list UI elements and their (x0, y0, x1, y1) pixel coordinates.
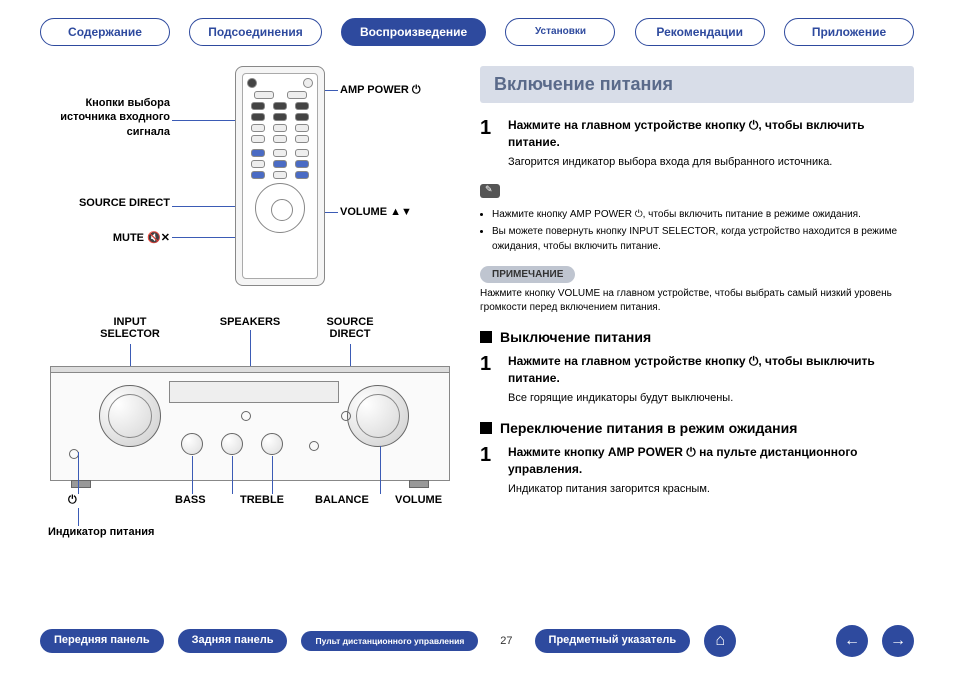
label-treble: TREBLE (240, 494, 284, 506)
label-power-glyph: ⏻ (68, 494, 77, 507)
lead-line (232, 456, 233, 494)
top-nav: Содержание Подсоединения Воспроизведение… (0, 0, 954, 46)
note-text: Нажмите кнопку VOLUME на главном устройс… (480, 287, 914, 315)
step-number: 1 (480, 353, 498, 406)
note-bullets: Нажмите кнопку AMP POWER ⏻, чтобы включи… (480, 207, 914, 254)
subsection-power-off: Выключение питания (480, 329, 914, 345)
amp-source-direct-button (341, 411, 351, 421)
step-power-on: 1 Нажмите на главном устройстве кнопку ⏻… (480, 117, 914, 170)
pencil-note-icon (480, 184, 500, 198)
lead-line (272, 456, 273, 494)
step-title: Нажмите на главном устройстве кнопку ⏻, … (508, 117, 914, 151)
lead-line (192, 456, 193, 494)
note-pill: ПРИМЕЧАНИЕ (480, 266, 575, 283)
lead-line (380, 446, 381, 494)
tab-connections[interactable]: Подсоединения (189, 18, 321, 46)
section-title: Включение питания (480, 66, 914, 103)
label-balance: BALANCE (315, 494, 369, 506)
subsection-title: Выключение питания (500, 329, 651, 345)
label-input-source-buttons: Кнопки выбора источника входного сигнала (40, 96, 170, 139)
label-amp-power: AMP POWER ⏻ (340, 84, 421, 97)
amp-speakers-button (241, 411, 251, 421)
amp-jack (309, 441, 319, 451)
step-desc: Загорится индикатор выбора входа для выб… (508, 155, 914, 170)
tab-tips[interactable]: Рекомендации (635, 18, 765, 46)
step-title: Нажмите кнопку AMP POWER ⏻ на пульте дис… (508, 444, 914, 478)
label-source-direct-amp: SOURCE DIRECT (315, 316, 385, 340)
label-volume: VOLUME ▲▼ (340, 206, 412, 218)
bottab-rear-panel[interactable]: Задняя панель (178, 629, 288, 652)
step-number: 1 (480, 117, 498, 170)
knob-balance (261, 433, 283, 455)
lead-line (78, 508, 79, 526)
step-standby: 1 Нажмите кнопку AMP POWER ⏻ на пульте д… (480, 444, 914, 497)
lead-line (325, 212, 338, 213)
step-power-off: 1 Нажмите на главном устройстве кнопку ⏻… (480, 353, 914, 406)
label-speakers: SPEAKERS (215, 316, 285, 328)
step-desc: Все горящие индикаторы будут выключены. (508, 391, 914, 406)
lead-line (78, 452, 79, 494)
diagrams-column: Кнопки выбора источника входного сигнала… (40, 66, 460, 556)
main-content: Кнопки выбора источника входного сигнала… (0, 46, 954, 556)
label-input-selector: INPUT SELECTOR (90, 316, 170, 340)
subsection-title: Переключение питания в режим ожидания (500, 420, 797, 436)
step-desc: Индикатор питания загорится красным. (508, 482, 914, 497)
tab-playback[interactable]: Воспроизведение (341, 18, 486, 46)
lead-line (172, 237, 235, 238)
label-mute: MUTE 🔇✕ (40, 231, 170, 245)
bottab-index[interactable]: Предметный указатель (535, 629, 691, 652)
bottom-nav: Передняя панель Задняя панель Пульт дист… (0, 625, 954, 657)
bottab-front-panel[interactable]: Передняя панель (40, 629, 164, 652)
label-source-direct: SOURCE DIRECT (40, 196, 170, 210)
amp-display (169, 381, 339, 403)
subsection-standby: Переключение питания в режим ожидания (480, 420, 914, 436)
lead-line (325, 90, 338, 91)
label-power-indicator: Индикатор питания (48, 526, 154, 538)
tab-settings[interactable]: Установки (505, 18, 615, 46)
step-number: 1 (480, 444, 498, 497)
page-number: 27 (500, 635, 512, 647)
amplifier-diagram: INPUT SELECTOR SPEAKERS SOURCE DIRECT (40, 316, 460, 556)
text-column: Включение питания 1 Нажмите на главном у… (480, 66, 914, 556)
home-icon[interactable]: ⌂ (704, 625, 736, 657)
tab-appendix[interactable]: Приложение (784, 18, 914, 46)
knob-treble (221, 433, 243, 455)
square-bullet-icon (480, 331, 492, 343)
knob-input-selector (99, 385, 161, 447)
step-title: Нажмите на главном устройстве кнопку ⏻, … (508, 353, 914, 387)
remote-diagram: Кнопки выбора источника входного сигнала… (40, 66, 460, 296)
remote-body (235, 66, 325, 286)
tab-contents[interactable]: Содержание (40, 18, 170, 46)
bullet-item: Нажмите кнопку AMP POWER ⏻, чтобы включи… (492, 207, 914, 222)
bottab-remote[interactable]: Пульт дистанционного управления (301, 631, 478, 651)
lead-line (172, 206, 235, 207)
lead-line (172, 120, 235, 121)
knob-bass (181, 433, 203, 455)
prev-page-icon[interactable]: ← (836, 625, 868, 657)
square-bullet-icon (480, 422, 492, 434)
bullet-item: Вы можете повернуть кнопку INPUT SELECTO… (492, 224, 914, 254)
knob-volume (347, 385, 409, 447)
label-bass: BASS (175, 494, 206, 506)
amp-body (50, 366, 450, 481)
label-volume-amp: VOLUME (395, 494, 442, 506)
next-page-icon[interactable]: → (882, 625, 914, 657)
